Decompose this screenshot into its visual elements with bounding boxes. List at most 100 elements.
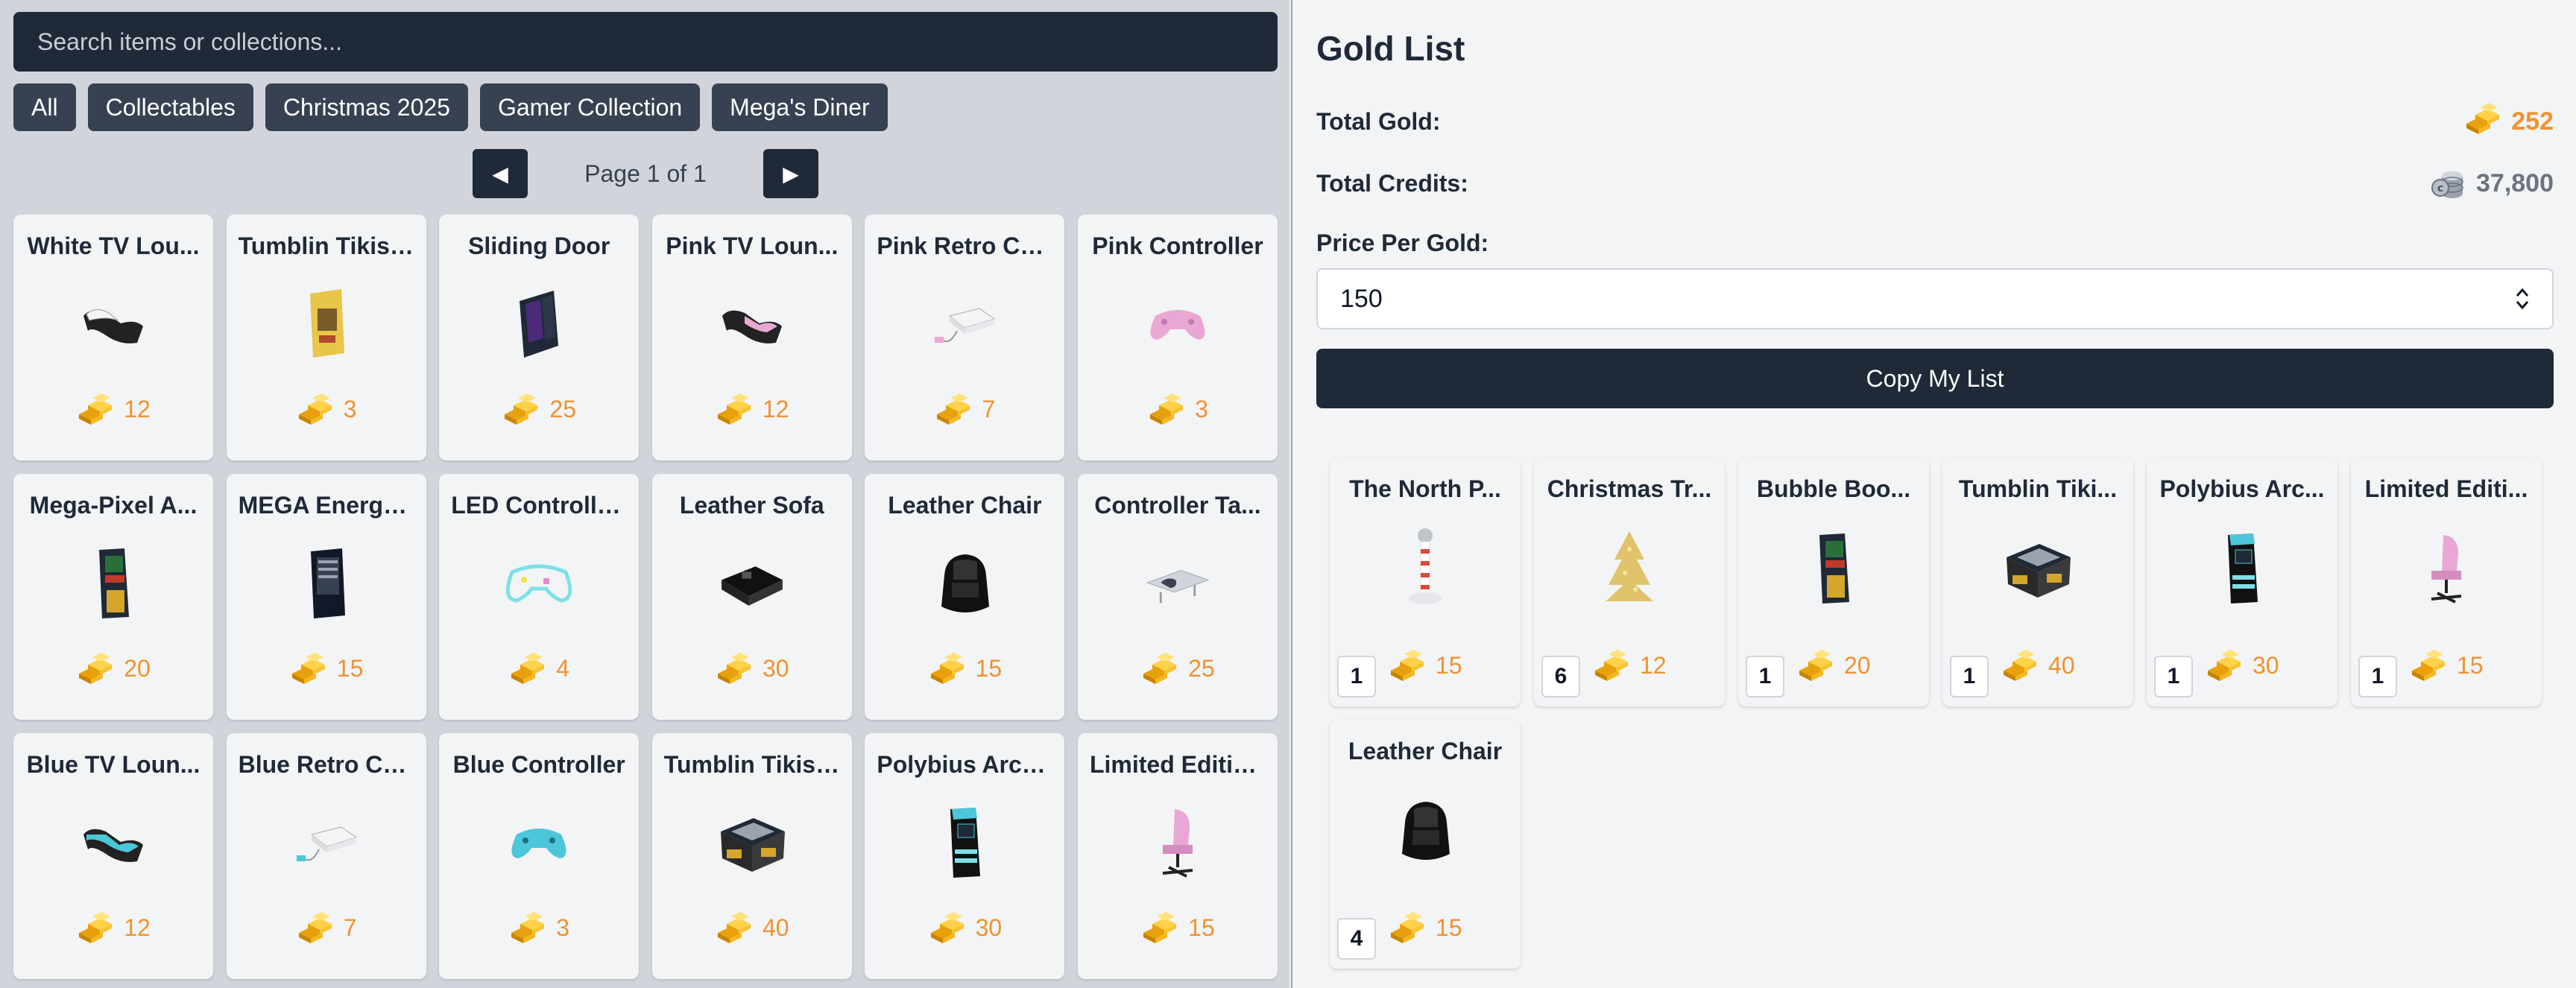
item-card[interactable]: Pink Retro Co... 7 bbox=[865, 215, 1065, 460]
next-page-button[interactable]: ▶ bbox=[763, 149, 818, 198]
gold-list-item[interactable]: Christmas Tr... 6 12 bbox=[1534, 457, 1725, 706]
item-card[interactable]: Leather Chair 15 bbox=[865, 474, 1065, 720]
item-price: 3 bbox=[1078, 392, 1278, 426]
item-price: 20 bbox=[1796, 648, 1871, 683]
item-name: Sliding Door bbox=[468, 232, 610, 259]
item-card[interactable]: Blue TV Loun... 12 bbox=[13, 733, 213, 979]
item-card[interactable]: Controller Ta... 25 bbox=[1077, 474, 1278, 720]
item-price-value: 3 bbox=[343, 395, 357, 422]
item-card[interactable]: Pink TV Loun... 12 bbox=[651, 215, 852, 460]
gold-list-item[interactable]: The North P... 1 15 bbox=[1330, 457, 1521, 706]
item-price: 15 bbox=[2409, 648, 2484, 683]
item-price: 30 bbox=[652, 651, 852, 685]
item-card[interactable]: Leather Sofa 30 bbox=[651, 474, 852, 720]
total-gold-label: Total Gold: bbox=[1316, 108, 1441, 135]
item-name: Blue Retro Co... bbox=[238, 751, 417, 778]
gold-bars-icon bbox=[930, 912, 964, 943]
gaming-chair-pink-icon bbox=[2409, 523, 2484, 612]
gold-list-item[interactable]: Bubble Boo... 1 20 bbox=[1738, 457, 1929, 706]
filter-gamer-collection[interactable]: Gamer Collection bbox=[479, 83, 701, 131]
quantity-badge[interactable]: 6 bbox=[1541, 656, 1580, 697]
north-pole-icon bbox=[1388, 523, 1462, 612]
item-name: Pink Controller bbox=[1092, 232, 1263, 259]
gold-bars-icon bbox=[930, 653, 964, 684]
item-price: 15 bbox=[1388, 648, 1462, 683]
gold-bars-icon bbox=[511, 912, 545, 943]
filter-all[interactable]: All bbox=[13, 83, 76, 131]
gold-list-item[interactable]: Leather Chair 4 15 bbox=[1330, 720, 1521, 969]
item-card[interactable]: Blue Controller 3 bbox=[439, 733, 640, 979]
item-name: LED Controlle... bbox=[451, 492, 631, 519]
item-name: Tumblin Tikis ... bbox=[663, 751, 842, 778]
quantity-badge[interactable]: 1 bbox=[1950, 656, 1989, 697]
item-card[interactable]: Tumblin Tikis ... 3 bbox=[226, 215, 426, 460]
item-card[interactable]: Polybius Arca... 30 bbox=[865, 733, 1065, 979]
item-price: 25 bbox=[1078, 651, 1278, 685]
item-grid: White TV Lou... 12 Tumblin Tikis ... 3 Slidi… bbox=[13, 215, 1278, 979]
item-card[interactable]: White TV Lou... 12 bbox=[13, 215, 213, 460]
item-price: 7 bbox=[865, 392, 1064, 426]
gold-list-item[interactable]: Limited Editi... 1 15 bbox=[2351, 457, 2542, 706]
item-name: Blue Controller bbox=[452, 751, 625, 778]
filter-megas-diner[interactable]: Mega's Diner bbox=[712, 83, 888, 131]
item-name: Christmas Tr... bbox=[1547, 475, 1712, 502]
item-card[interactable]: Mega-Pixel A... 20 bbox=[13, 474, 213, 720]
prev-page-button[interactable]: ◀ bbox=[473, 149, 528, 198]
pagination: ◀ Page 1 of 1 ▶ bbox=[473, 149, 818, 198]
item-price: 12 bbox=[1592, 648, 1667, 683]
copy-my-list-button[interactable]: Copy My List bbox=[1316, 349, 2554, 408]
stepper-icon[interactable] bbox=[2515, 286, 2530, 311]
item-price-value: 15 bbox=[975, 654, 1003, 682]
item-name: White TV Lou... bbox=[27, 232, 200, 259]
item-card[interactable]: LED Controlle... 4 bbox=[439, 474, 640, 720]
gold-bars-icon bbox=[2208, 650, 2241, 681]
item-price-value: 7 bbox=[343, 913, 357, 941]
item-price: 40 bbox=[652, 911, 852, 945]
item-name: Blue TV Loun... bbox=[26, 751, 201, 778]
arcade-machine-icon bbox=[76, 545, 151, 620]
gold-bars-icon bbox=[511, 653, 545, 684]
leather-chair-icon bbox=[927, 545, 1002, 620]
item-price: 15 bbox=[227, 651, 426, 685]
search-input[interactable]: Search items or collections... bbox=[13, 12, 1278, 72]
catalog-panel: Search items or collections... All Colle… bbox=[0, 0, 1289, 988]
gold-bars-icon bbox=[717, 653, 751, 684]
leather-chair-icon bbox=[1388, 785, 1462, 875]
total-credits-amount: 37,800 bbox=[2476, 168, 2554, 197]
total-gold-value: 252 bbox=[2463, 101, 2554, 142]
gold-bars-icon bbox=[2466, 103, 2500, 134]
item-card[interactable]: Tumblin Tikis ... 40 bbox=[651, 733, 852, 979]
arcade-table-icon bbox=[2001, 523, 2075, 612]
price-per-gold-input[interactable]: 150 bbox=[1316, 268, 2554, 329]
item-price: 30 bbox=[865, 911, 1064, 945]
gold-list-item[interactable]: Polybius Arc... 1 30 bbox=[2147, 457, 2337, 706]
tv-lounger-pink-icon bbox=[715, 286, 789, 361]
item-card[interactable]: Sliding Door 25 bbox=[439, 215, 640, 460]
quantity-badge[interactable]: 1 bbox=[1337, 656, 1376, 697]
item-card[interactable]: Limited Editio... 15 bbox=[1077, 733, 1278, 979]
gold-list-item[interactable]: Tumblin Tiki... 1 40 bbox=[1942, 457, 2133, 706]
filter-christmas-2025[interactable]: Christmas 2025 bbox=[265, 83, 468, 131]
item-card[interactable]: Blue Retro Co... 7 bbox=[226, 733, 426, 979]
quantity-badge[interactable]: 1 bbox=[1746, 656, 1784, 697]
tv-lounger-white-icon bbox=[76, 286, 151, 361]
polybius-arcade-icon bbox=[2205, 523, 2279, 612]
item-price-value: 20 bbox=[124, 654, 151, 682]
item-price-value: 4 bbox=[556, 654, 570, 682]
gold-bars-icon bbox=[1595, 650, 1628, 681]
quantity-badge[interactable]: 1 bbox=[2358, 656, 2397, 697]
item-price: 40 bbox=[2001, 648, 2075, 683]
item-price: 12 bbox=[13, 392, 213, 426]
tv-lounger-blue-icon bbox=[76, 805, 151, 879]
filter-collectables[interactable]: Collectables bbox=[87, 83, 253, 131]
item-card[interactable]: Pink Controller 3 bbox=[1077, 215, 1278, 460]
coin-stack-icon: c bbox=[2431, 171, 2463, 198]
item-card[interactable]: MEGA Energy... 15 bbox=[226, 474, 426, 720]
quantity-badge[interactable]: 1 bbox=[2154, 656, 2193, 697]
panel-title: Gold List bbox=[1316, 29, 1465, 68]
total-credits-value: c 37,800 bbox=[2430, 165, 2554, 201]
quantity-badge[interactable]: 4 bbox=[1337, 918, 1376, 960]
item-price-value: 15 bbox=[1436, 651, 1462, 679]
gold-bars-icon bbox=[717, 393, 751, 425]
retro-console-pink-icon bbox=[927, 286, 1002, 361]
